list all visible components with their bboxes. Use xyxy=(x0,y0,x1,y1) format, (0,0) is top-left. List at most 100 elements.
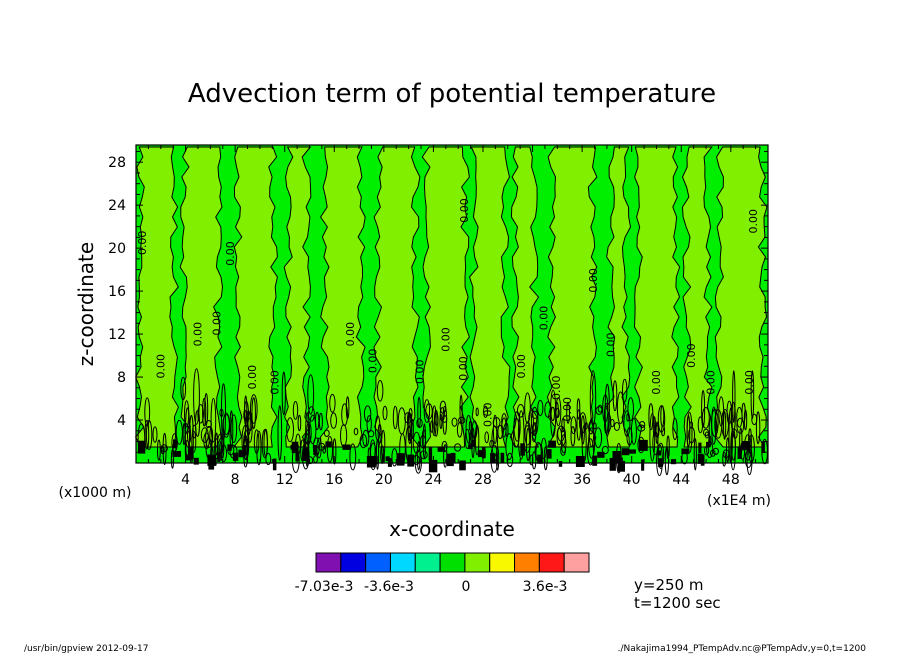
contour-region xyxy=(373,146,421,448)
contour-line xyxy=(711,406,717,445)
contour-cluster xyxy=(217,452,221,462)
contour-line xyxy=(144,419,150,450)
contour-cluster xyxy=(238,449,246,458)
contour-line xyxy=(439,407,445,422)
contour-line xyxy=(407,412,411,429)
x-tick-label: 8 xyxy=(231,472,240,488)
contour-line xyxy=(305,411,310,468)
contour-line xyxy=(489,439,495,448)
contour-cluster xyxy=(428,447,433,460)
contour-line xyxy=(506,452,514,468)
contour-cluster xyxy=(187,446,194,459)
contour-cluster xyxy=(597,451,605,458)
contour-cluster xyxy=(761,441,765,454)
contour-cluster xyxy=(385,456,390,462)
contour-line xyxy=(454,443,462,452)
contour-region xyxy=(605,146,632,448)
contour-cluster xyxy=(186,454,193,461)
contour-line xyxy=(374,415,381,441)
colorbar-tick-label: -7.03e-3 xyxy=(295,579,354,595)
contour-line xyxy=(195,410,200,437)
contour-line xyxy=(550,389,557,438)
colorbar xyxy=(315,552,590,573)
contour-line xyxy=(243,409,247,421)
x-tick-label: 16 xyxy=(325,472,343,488)
y-slice-annotation: y=250 m xyxy=(634,576,703,594)
contour-line xyxy=(152,426,158,443)
contour-line xyxy=(162,432,167,465)
contour-line xyxy=(326,436,333,463)
contour-line xyxy=(157,439,161,461)
y-tick-label: 8 xyxy=(117,370,126,386)
contour-value-label: 0.00 xyxy=(224,241,237,266)
contour-cluster xyxy=(407,454,414,467)
x-tick-label: 12 xyxy=(276,472,294,488)
contour-value-label: 0.00 xyxy=(604,333,617,358)
contour-line xyxy=(250,394,258,424)
contour-value-label: 0.00 xyxy=(440,327,453,352)
contour-cluster xyxy=(295,452,299,462)
colorbar-tick-labels: -7.03e-3 -3.6e-3 0 3.6e-3 xyxy=(295,579,568,595)
contour-cluster xyxy=(575,456,585,467)
contour-line xyxy=(219,441,223,461)
contour-line xyxy=(439,400,447,414)
contour-line xyxy=(210,397,217,443)
contour-line xyxy=(616,391,625,425)
contour-cluster xyxy=(173,439,178,449)
contour-line xyxy=(416,441,421,471)
contour-region xyxy=(546,146,598,448)
contour-line xyxy=(184,407,191,460)
contour-line xyxy=(443,444,448,468)
contour-region xyxy=(633,146,681,448)
contour-cluster xyxy=(428,459,438,473)
contour-cluster xyxy=(681,448,690,455)
contour-line xyxy=(627,397,635,422)
contour-line xyxy=(244,395,248,422)
colorbar-swatch xyxy=(340,552,367,573)
contour-line xyxy=(265,452,272,466)
contour-line xyxy=(736,406,743,428)
contour-line xyxy=(484,431,490,444)
contour-line xyxy=(560,445,566,456)
x-tick-label: 48 xyxy=(722,472,740,488)
contour-cluster xyxy=(706,441,711,447)
contour-cluster xyxy=(459,460,466,471)
colorbar-swatch xyxy=(538,552,565,573)
x-tick-label: 4 xyxy=(181,472,190,488)
contour-cluster xyxy=(172,451,181,457)
contour-cluster xyxy=(471,439,475,447)
contour-line xyxy=(516,404,525,418)
contour-line xyxy=(501,413,508,431)
contour-region xyxy=(421,146,470,448)
contour-line xyxy=(750,370,755,420)
contour-line xyxy=(610,418,615,428)
contour-line xyxy=(349,443,357,471)
contour-line xyxy=(200,427,209,443)
contour-line xyxy=(483,405,488,418)
x-tick-label: 20 xyxy=(375,472,393,488)
contour-line xyxy=(145,419,153,451)
contour-line xyxy=(256,430,262,466)
chart-title: Advection term of potential temperature xyxy=(188,79,716,109)
contour-value-label: 0.00 xyxy=(210,311,223,336)
contour-cluster xyxy=(737,446,742,459)
y-tick-label: 20 xyxy=(108,241,126,257)
colorbar-swatch xyxy=(563,552,590,573)
x-tick-label: 28 xyxy=(474,472,492,488)
contour-line xyxy=(322,445,327,454)
contour-line xyxy=(588,421,594,435)
contour-line xyxy=(314,411,320,431)
contour-line xyxy=(589,370,597,427)
contour-line xyxy=(613,422,621,431)
contour-value-label: 0.00 xyxy=(192,322,205,347)
contour-line xyxy=(612,380,618,412)
contour-line xyxy=(497,424,504,440)
contour-line xyxy=(431,405,437,437)
contour-line xyxy=(561,418,565,433)
contour-line xyxy=(263,428,268,458)
contour-cluster xyxy=(558,461,563,467)
contour-line xyxy=(566,402,570,424)
contour-line xyxy=(202,397,207,427)
